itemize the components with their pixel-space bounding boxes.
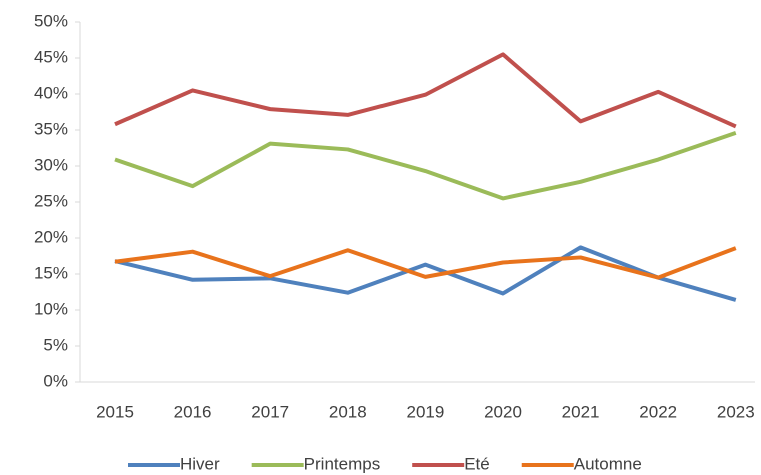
series-line — [114, 245, 737, 302]
y-tick-label: 5% — [43, 335, 68, 354]
y-tick-label: 35% — [34, 119, 68, 138]
x-tick-label: 2015 — [96, 402, 134, 421]
x-tick-label: 2017 — [251, 402, 289, 421]
x-tick-label: 2023 — [717, 402, 755, 421]
x-tick-label: 2021 — [562, 402, 600, 421]
x-tick-label: 2018 — [329, 402, 367, 421]
x-tick-label: 2019 — [406, 402, 444, 421]
legend-label: Eté — [464, 454, 490, 473]
y-tick-label: 0% — [43, 371, 68, 390]
legend-label: Printemps — [304, 454, 381, 473]
y-tick-label: 10% — [34, 299, 68, 318]
y-tick-label: 15% — [34, 263, 68, 282]
series-line — [114, 246, 737, 280]
y-tick-label: 30% — [34, 155, 68, 174]
x-tick-label: 2016 — [174, 402, 212, 421]
x-tick-label: 2022 — [639, 402, 677, 421]
x-tick-label: 2020 — [484, 402, 522, 421]
y-tick-label: 50% — [34, 11, 68, 30]
y-tick-label: 45% — [34, 47, 68, 66]
legend-label: Automne — [574, 454, 642, 473]
y-tick-label: 40% — [34, 83, 68, 102]
y-tick-label: 25% — [34, 191, 68, 210]
y-tick-label: 20% — [34, 227, 68, 246]
legend-label: Hiver — [180, 454, 220, 473]
series-line — [114, 52, 737, 129]
series-line — [114, 130, 737, 201]
